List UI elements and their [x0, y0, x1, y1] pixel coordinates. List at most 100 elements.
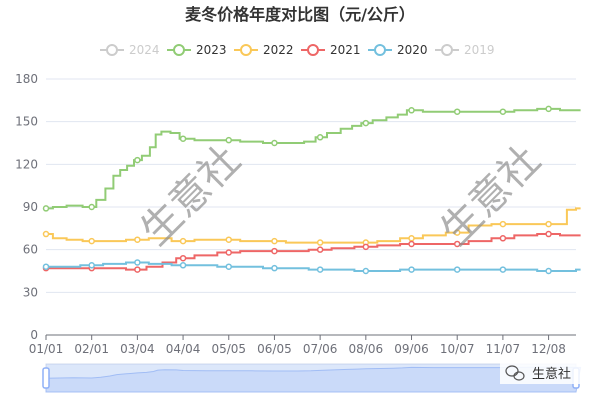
data-point[interactable] [499, 266, 507, 273]
x-tick-label: 06/05 [257, 342, 292, 356]
legend-item-2019[interactable]: 2019 [435, 43, 495, 57]
watermarks: 生意社 生意社 [132, 137, 549, 254]
wechat-icon [505, 365, 525, 381]
y-axis: 0 30 60 90 120 150 180 [15, 72, 38, 342]
data-point[interactable] [225, 236, 233, 243]
watermark-text: 生意社 [432, 137, 549, 254]
data-point[interactable] [316, 266, 324, 273]
x-axis: 01/01 02/01 03/04 04/04 05/05 06/05 07/06 08/06… [29, 335, 566, 356]
brand-badge: 生意社 [500, 362, 596, 384]
legend-item-2023[interactable]: 2023 [167, 43, 227, 57]
legend-item-2022[interactable]: 2022 [234, 43, 294, 57]
data-point[interactable] [453, 240, 461, 248]
data-point[interactable] [499, 235, 507, 242]
series-2022 [42, 207, 581, 246]
data-point[interactable] [499, 220, 507, 228]
data-point[interactable] [88, 262, 95, 269]
data-point[interactable] [225, 249, 233, 256]
data-point[interactable] [271, 264, 278, 272]
y-tick-label: 30 [23, 285, 38, 299]
y-tick-label: 150 [15, 115, 38, 129]
data-point[interactable] [225, 263, 233, 270]
series-2023 [42, 105, 581, 212]
data-point[interactable] [88, 203, 95, 211]
data-point[interactable] [42, 205, 50, 212]
data-point[interactable] [362, 119, 370, 127]
legend-label: 2021 [330, 43, 361, 57]
data-point[interactable] [134, 259, 141, 266]
series-line-2023 [46, 107, 581, 210]
y-tick-label: 60 [23, 243, 38, 257]
y-tick-label: 90 [23, 200, 38, 214]
data-point[interactable] [316, 246, 324, 253]
data-point[interactable] [362, 243, 370, 251]
data-point[interactable] [42, 263, 50, 270]
data-point[interactable] [408, 266, 415, 273]
y-tick-label: 180 [15, 72, 38, 86]
data-point[interactable] [545, 105, 552, 113]
data-zoom[interactable] [42, 363, 582, 393]
x-tick-label: 11/07 [486, 342, 521, 356]
x-tick-label: 04/04 [166, 342, 201, 356]
data-point[interactable] [271, 237, 278, 245]
data-point[interactable] [499, 108, 507, 115]
legend-symbol [307, 44, 319, 56]
series-2021 [42, 230, 581, 273]
x-tick-label: 10/07 [440, 342, 475, 356]
legend-item-2021[interactable]: 2021 [301, 43, 361, 57]
data-point[interactable] [88, 237, 95, 245]
data-point[interactable] [134, 266, 141, 273]
legend-label: 2019 [464, 43, 495, 57]
x-tick-label: 09/06 [394, 342, 429, 356]
x-tick-label: 02/01 [74, 342, 109, 356]
datazoom-handle-left[interactable] [42, 367, 50, 389]
data-point[interactable] [179, 262, 187, 269]
legend-item-2024[interactable]: 2024 [100, 43, 160, 57]
data-point[interactable] [408, 235, 415, 242]
series-line-2022 [46, 207, 581, 244]
data-point[interactable] [408, 107, 415, 114]
y-tick-label: 0 [30, 328, 38, 342]
legend-label: 2022 [263, 43, 294, 57]
legend-symbol [374, 44, 386, 56]
data-point[interactable] [134, 156, 141, 164]
data-point[interactable] [453, 229, 461, 236]
legend: 2024 2023 2022 2021 2020 2019 [100, 43, 495, 57]
datazoom-preview [45, 366, 582, 393]
data-point[interactable] [316, 134, 324, 141]
x-tick-label: 07/06 [303, 342, 338, 356]
brand-bg [500, 362, 596, 384]
chart-title: 麦冬价格年度对比图（元/公斤） [185, 5, 415, 24]
data-point[interactable] [453, 266, 461, 273]
brand-label: 生意社 [532, 366, 571, 382]
data-point[interactable] [545, 230, 552, 238]
x-tick-label: 03/04 [120, 342, 155, 356]
datazoom-selection[interactable] [46, 364, 576, 392]
legend-label: 2020 [397, 43, 428, 57]
data-point[interactable] [42, 230, 50, 238]
legend-symbol [106, 44, 118, 56]
legend-symbol [240, 44, 252, 56]
x-tick-label: 01/01 [29, 342, 64, 356]
data-point[interactable] [545, 267, 552, 275]
data-point[interactable] [362, 267, 370, 275]
legend-label: 2023 [196, 43, 227, 57]
data-point[interactable] [408, 240, 415, 248]
series-2020 [42, 259, 581, 275]
data-point[interactable] [179, 135, 187, 142]
data-point[interactable] [179, 237, 187, 245]
y-tick-label: 120 [15, 157, 38, 171]
data-point[interactable] [271, 247, 278, 255]
data-point[interactable] [271, 139, 278, 147]
legend-label: 2024 [129, 43, 160, 57]
data-point[interactable] [134, 236, 141, 243]
data-point[interactable] [316, 239, 324, 246]
data-point[interactable] [545, 220, 552, 228]
data-point[interactable] [225, 136, 233, 144]
data-point[interactable] [179, 254, 187, 262]
x-tick-label: 12/08 [531, 342, 566, 356]
x-tick-label: 05/05 [211, 342, 246, 356]
legend-item-2020[interactable]: 2020 [368, 43, 428, 57]
data-point[interactable] [453, 108, 461, 115]
